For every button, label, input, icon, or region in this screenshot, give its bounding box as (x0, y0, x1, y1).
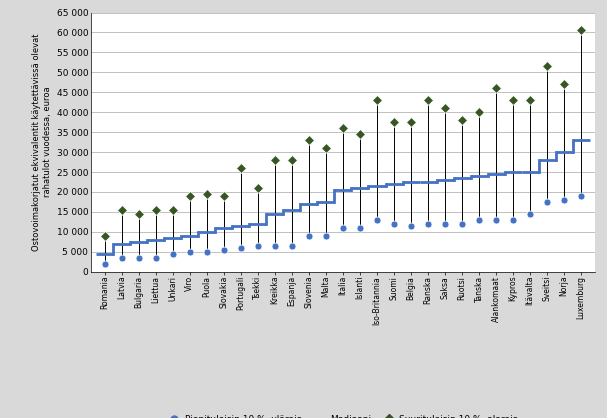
Point (542, 63, 552, 70)
Point (525, 97, 535, 104)
Point (304, 137, 314, 143)
Point (457, 221, 467, 227)
Point (253, 185, 263, 191)
Point (406, 119, 416, 125)
Point (491, 217, 501, 223)
Point (185, 193, 195, 199)
Point (355, 224, 365, 231)
Point (406, 222, 416, 229)
Point (321, 145, 331, 151)
Point (577, 27, 586, 34)
Point (474, 109, 484, 115)
Point (560, 81, 569, 88)
Point (440, 105, 450, 112)
Point (202, 191, 212, 197)
Point (457, 117, 467, 124)
Point (525, 211, 535, 217)
Point (219, 193, 229, 199)
Point (100, 260, 109, 267)
Point (372, 97, 382, 104)
Point (270, 242, 280, 249)
Point (100, 232, 109, 239)
Point (151, 255, 161, 261)
Point (219, 247, 229, 253)
Point (577, 193, 586, 199)
Point (423, 97, 433, 104)
Point (287, 157, 297, 163)
Point (304, 232, 314, 239)
Y-axis label: Ostovoimakorjatut ekvivalentit käytettävissä olevat
rahatulot vuodessa, euroa: Ostovoimakorjatut ekvivalentit käytettäv… (32, 33, 52, 251)
Point (338, 125, 348, 132)
Point (491, 85, 501, 92)
Point (423, 221, 433, 227)
Point (338, 224, 348, 231)
Point (117, 206, 126, 213)
Point (151, 206, 161, 213)
Legend: Pienituloisin 10 %, yläraja, Mediaani, Suurituloisin 10 %, alaraja: Pienituloisin 10 %, yläraja, Mediaani, S… (164, 412, 522, 418)
Point (560, 196, 569, 203)
Point (253, 242, 263, 249)
Point (117, 255, 126, 261)
Point (508, 217, 518, 223)
Point (236, 245, 246, 251)
Point (168, 250, 178, 257)
Point (134, 211, 144, 217)
Point (270, 157, 280, 163)
Point (355, 131, 365, 138)
Point (202, 248, 212, 255)
Point (389, 221, 399, 227)
Point (474, 217, 484, 223)
Point (542, 199, 552, 205)
Point (372, 217, 382, 223)
Point (440, 221, 450, 227)
Point (287, 242, 297, 249)
Point (185, 248, 195, 255)
Point (321, 232, 331, 239)
Point (134, 255, 144, 261)
Point (508, 97, 518, 104)
Point (168, 206, 178, 213)
Point (236, 165, 246, 171)
Point (389, 119, 399, 125)
